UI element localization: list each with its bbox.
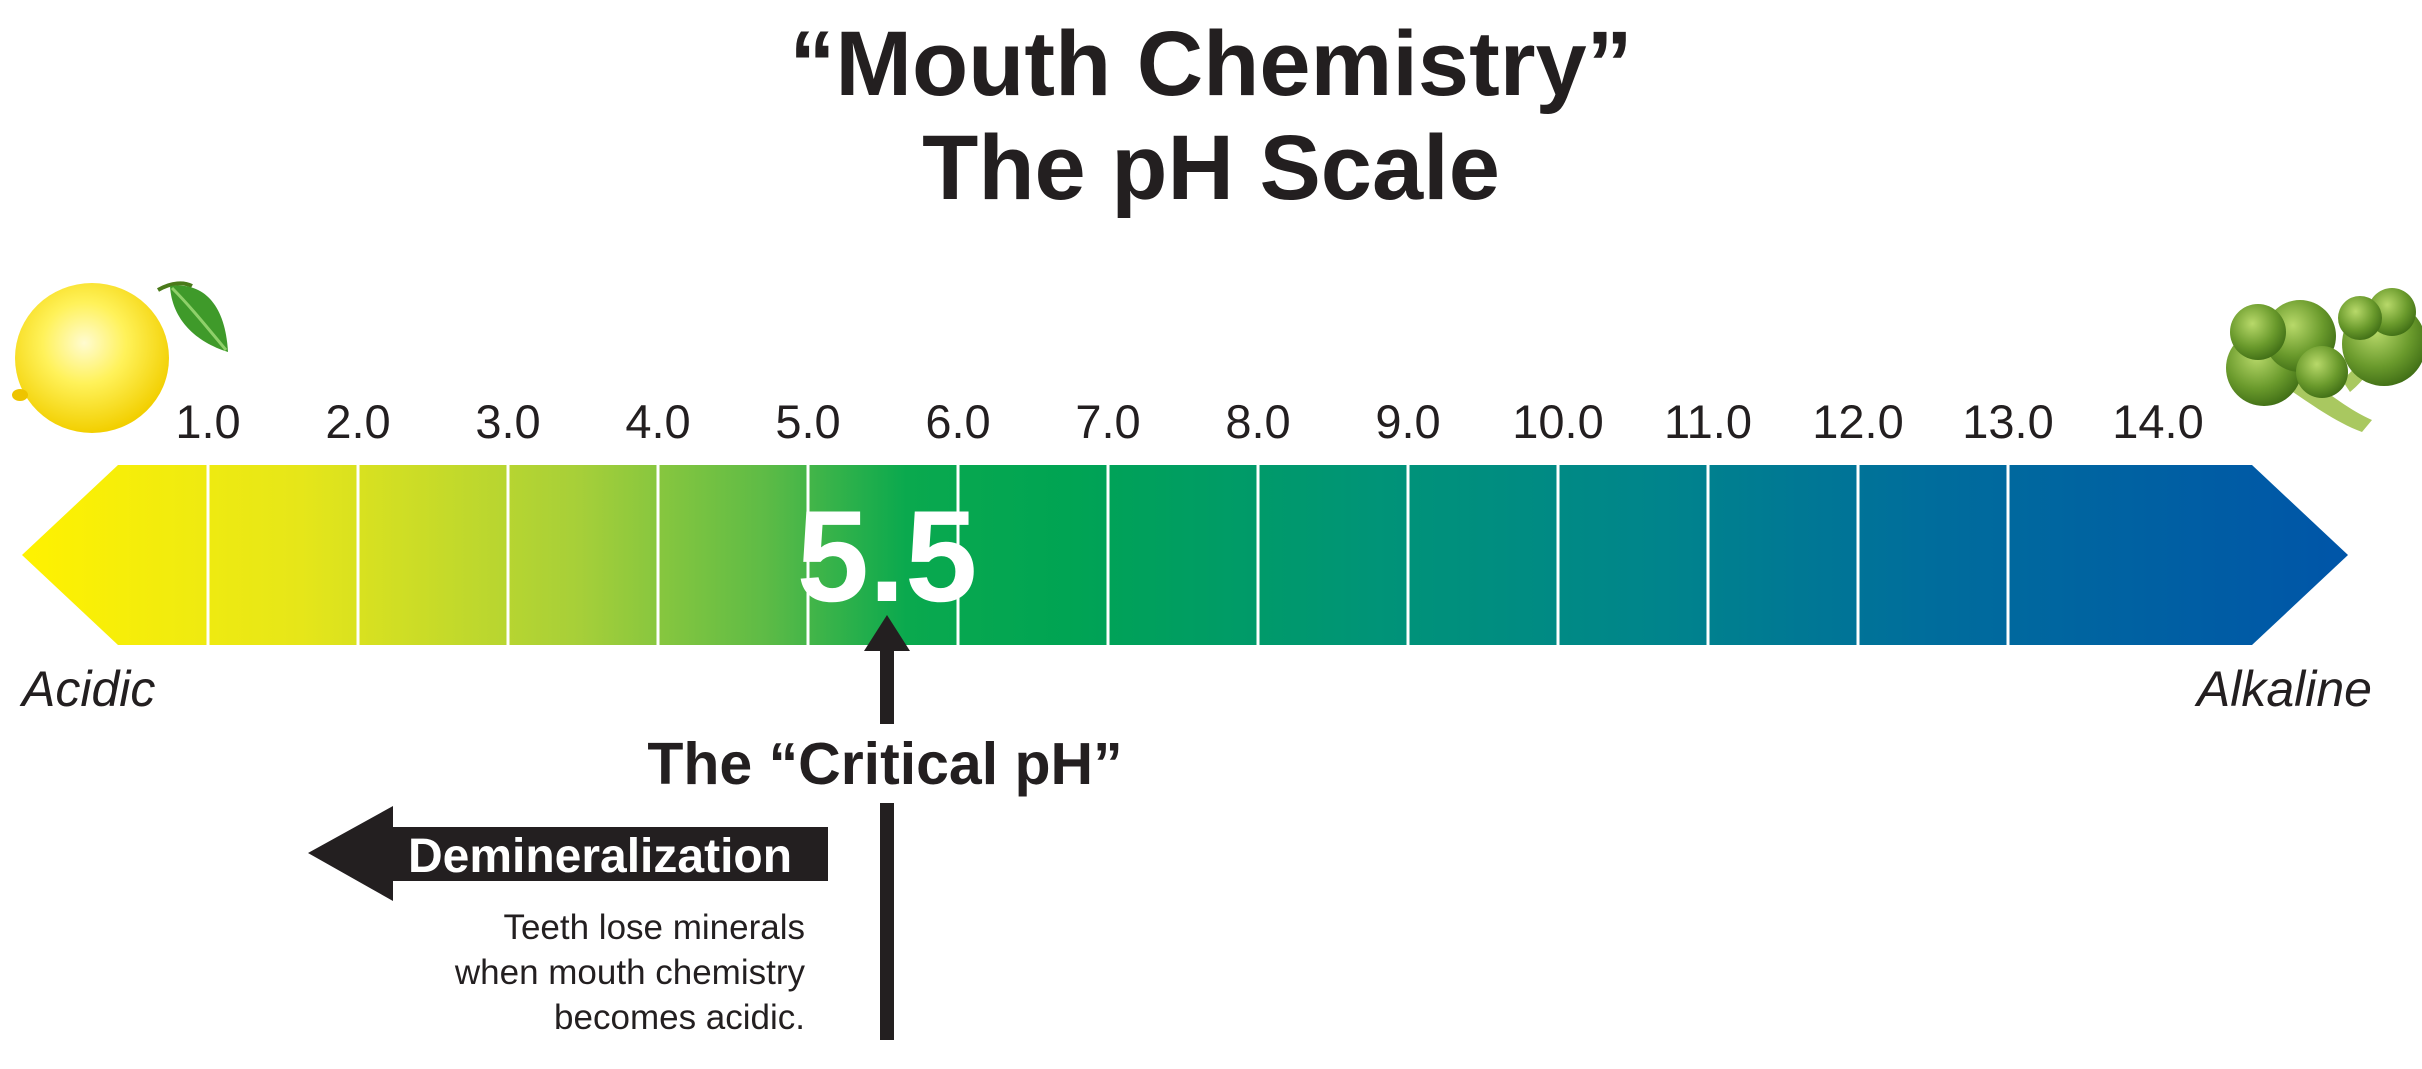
tick-label: 12.0 [1812,395,1903,448]
bar-dividers [206,465,2010,645]
tick-label: 14.0 [2112,395,2203,448]
tick-label: 4.0 [625,395,690,448]
tick-label: 5.0 [775,395,840,448]
broccoli-icon [2226,288,2422,432]
critical-arrow [864,615,910,1040]
tick-label: 10.0 [1512,395,1603,448]
tick-label: 3.0 [475,395,540,448]
demineralization-label: Demineralization [408,830,792,883]
description-line: becomes acidic. [554,998,805,1037]
tick-label: 6.0 [925,395,990,448]
lemon-icon [12,281,228,433]
tick-label: 8.0 [1225,395,1290,448]
tick-label: 9.0 [1375,395,1440,448]
title-line-2: The pH Scale [922,117,1500,219]
acidic-label: Acidic [19,661,155,717]
tick-label: 11.0 [1664,395,1752,448]
demineralization-description: Teeth lose minerals when mouth chemistry… [330,905,805,1040]
alkaline-label: Alkaline [2194,661,2372,717]
description-line: when mouth chemistry [454,953,805,992]
description-line: Teeth lose minerals [503,908,805,947]
tick-label: 7.0 [1075,395,1140,448]
demineralization-arrow: Demineralization [308,806,828,901]
tick-label: 13.0 [1962,395,2053,448]
title-line-1: “Mouth Chemistry” [789,13,1633,115]
tick-labels: 1.0 2.0 3.0 4.0 5.0 6.0 7.0 8.0 9.0 10.0 11.0 12.0 1… [175,395,2203,448]
critical-ph-value: 5.5 [797,483,978,629]
critical-ph-label: The “Critical pH” [647,731,1123,797]
tick-label: 1.0 [175,395,240,448]
ph-bar [22,465,2348,645]
tick-label: 2.0 [325,395,390,448]
